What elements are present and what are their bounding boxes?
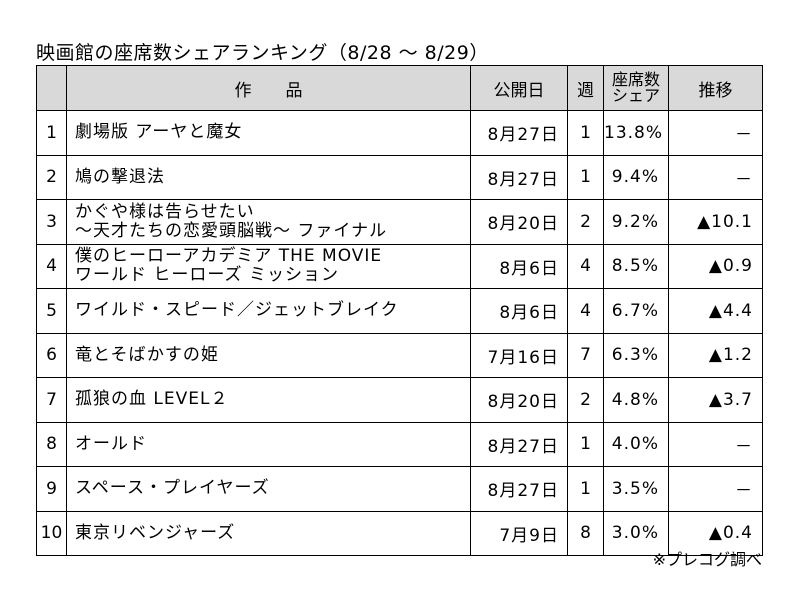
table-title: 映画館の座席数シェアランキング（8/28 ～ 8/29）	[36, 42, 489, 64]
table-row: 5 ワイルド・スピード／ジェットブレイク 8月6日 4 6.7% ▲4.4	[36, 288, 763, 334]
week-cell: 1	[567, 421, 604, 467]
trend-cell: －	[668, 466, 763, 512]
table-row: 9 スペース・プレイヤーズ 8月27日 1 3.5% －	[36, 466, 763, 512]
header-release-date: 公開日	[470, 65, 568, 111]
release-date-cell: 8月27日	[470, 466, 568, 512]
rank-cell: 9	[36, 466, 67, 512]
seat-share-cell: 13.8%	[603, 110, 669, 156]
table-body: 1 劇場版 アーヤと魔女 8月27日 1 13.8% － 2 鳩の撃退法 8月27日 1 9.4% －…	[36, 110, 763, 556]
title-line: 孤狼の血 LEVEL２	[75, 389, 229, 410]
trend-cell: ▲0.4	[668, 510, 763, 556]
header-title: 作 品	[66, 65, 471, 111]
title-cell: 鳩の撃退法	[66, 154, 471, 200]
seat-share-cell: 4.8%	[603, 377, 669, 423]
seat-share-cell: 9.4%	[603, 154, 669, 200]
release-date-cell: 8月20日	[470, 199, 568, 245]
trend-cell: －	[668, 154, 763, 200]
table-row: 8 オールド 8月27日 1 4.0% －	[36, 421, 763, 467]
trend-cell: ▲3.7	[668, 377, 763, 423]
release-date-cell: 7月16日	[470, 332, 568, 378]
week-cell: 8	[567, 510, 604, 556]
rank-cell: 5	[36, 288, 67, 334]
trend-cell: ▲10.1	[668, 199, 763, 245]
release-date-cell: 7月9日	[470, 510, 568, 556]
title-line: ワールド ヒーローズ ミッション	[75, 265, 339, 286]
week-cell: 4	[567, 243, 604, 289]
title-cell: 僕のヒーローアカデミア THE MOVIE ワールド ヒーローズ ミッション	[66, 243, 471, 289]
table-row: 1 劇場版 アーヤと魔女 8月27日 1 13.8% －	[36, 110, 763, 156]
header-seat-share-line1: 座席数	[611, 70, 660, 89]
ranking-table: 作 品 公開日 週 座席数 シェア 推移 1 劇場版 アーヤと魔女 8月27日 1 13…	[36, 65, 763, 556]
seat-share-cell: 6.7%	[603, 288, 669, 334]
week-cell: 1	[567, 466, 604, 512]
seat-share-cell: 3.0%	[603, 510, 669, 556]
week-cell: 4	[567, 288, 604, 334]
rank-cell: 4	[36, 243, 67, 289]
title-line: 竜とそばかすの姫	[75, 344, 219, 365]
seat-share-cell: 6.3%	[603, 332, 669, 378]
title-line: かぐや様は告らせたい	[75, 201, 255, 222]
seat-share-cell: 4.0%	[603, 421, 669, 467]
title-line: ワイルド・スピード／ジェットブレイク	[75, 300, 399, 321]
table-row: 4 僕のヒーローアカデミア THE MOVIE ワールド ヒーローズ ミッション 8月…	[36, 243, 763, 289]
title-cell: 孤狼の血 LEVEL２	[66, 377, 471, 423]
rank-cell: 8	[36, 421, 67, 467]
title-line: 東京リベンジャーズ	[75, 522, 236, 543]
release-date-cell: 8月6日	[470, 288, 568, 334]
title-cell: ワイルド・スピード／ジェットブレイク	[66, 288, 471, 334]
table-row: 6 竜とそばかすの姫 7月16日 7 6.3% ▲1.2	[36, 332, 763, 378]
release-date-cell: 8月27日	[470, 110, 568, 156]
rank-cell: 10	[36, 510, 67, 556]
seat-share-cell: 9.2%	[603, 199, 669, 245]
rank-cell: 6	[36, 332, 67, 378]
release-date-cell: 8月27日	[470, 154, 568, 200]
title-cell: 劇場版 アーヤと魔女	[66, 110, 471, 156]
title-cell: 竜とそばかすの姫	[66, 332, 471, 378]
title-line: ～天才たちの恋愛頭脳戦～ ファイナル	[75, 220, 388, 241]
rank-cell: 7	[36, 377, 67, 423]
title-line: 劇場版 アーヤと魔女	[75, 122, 243, 143]
title-cell: 東京リベンジャーズ	[66, 510, 471, 556]
seat-share-cell: 8.5%	[603, 243, 669, 289]
release-date-cell: 8月6日	[470, 243, 568, 289]
release-date-cell: 8月27日	[470, 421, 568, 467]
rank-cell: 3	[36, 199, 67, 245]
release-date-cell: 8月20日	[470, 377, 568, 423]
table-row: 2 鳩の撃退法 8月27日 1 9.4% －	[36, 154, 763, 200]
week-cell: 7	[567, 332, 604, 378]
title-cell: かぐや様は告らせたい ～天才たちの恋愛頭脳戦～ ファイナル	[66, 199, 471, 245]
header-trend: 推移	[668, 65, 763, 111]
title-cell: スペース・プレイヤーズ	[66, 466, 471, 512]
table-row: 10 東京リベンジャーズ 7月9日 8 3.0% ▲0.4	[36, 510, 763, 556]
title-line: スペース・プレイヤーズ	[75, 478, 270, 499]
header-seat-share-line2: シェア	[611, 86, 660, 105]
rank-cell: 1	[36, 110, 67, 156]
trend-cell: －	[668, 421, 763, 467]
seat-share-cell: 3.5%	[603, 466, 669, 512]
title-cell: オールド	[66, 421, 471, 467]
table-row: 3 かぐや様は告らせたい ～天才たちの恋愛頭脳戦～ ファイナル 8月20日 2 9.2% ▲…	[36, 199, 763, 245]
week-cell: 1	[567, 110, 604, 156]
title-line: オールド	[75, 433, 147, 454]
trend-cell: ▲1.2	[668, 332, 763, 378]
header-seat-share: 座席数 シェア	[603, 65, 669, 111]
header-row: 作 品 公開日 週 座席数 シェア 推移	[36, 65, 763, 111]
header-rank	[36, 65, 67, 111]
header-week: 週	[567, 65, 604, 111]
trend-cell: －	[668, 110, 763, 156]
rank-cell: 2	[36, 154, 67, 200]
table-row: 7 孤狼の血 LEVEL２ 8月20日 2 4.8% ▲3.7	[36, 377, 763, 423]
trend-cell: ▲0.9	[668, 243, 763, 289]
week-cell: 2	[567, 199, 604, 245]
title-line: 僕のヒーローアカデミア THE MOVIE	[75, 246, 383, 267]
source-note: ※プレコグ調べ	[652, 550, 762, 569]
title-line: 鳩の撃退法	[75, 166, 165, 187]
week-cell: 1	[567, 154, 604, 200]
week-cell: 2	[567, 377, 604, 423]
trend-cell: ▲4.4	[668, 288, 763, 334]
